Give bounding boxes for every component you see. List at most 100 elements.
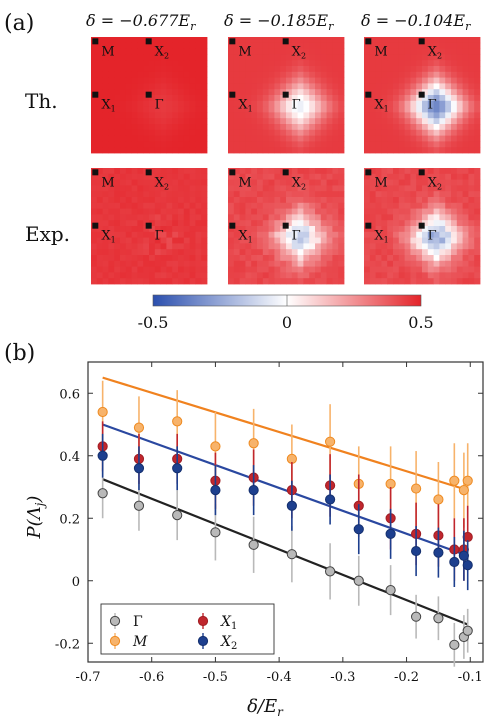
heatmap-cell	[268, 208, 275, 215]
legend-label: X2	[220, 634, 237, 652]
heatmap-cell	[108, 147, 115, 154]
heatmap-cell	[320, 191, 327, 198]
heatmap-cell	[160, 278, 167, 285]
heatmap-cell	[375, 106, 382, 113]
heatmap-cell	[178, 214, 185, 221]
heatmap-cell	[262, 179, 269, 186]
heatmap-cell	[201, 124, 208, 131]
heatmap-cell	[233, 48, 240, 55]
heatmap-cell	[381, 66, 388, 73]
heatmap-cell	[297, 100, 304, 107]
heatmap-cell	[451, 118, 458, 125]
heatmap-cell	[375, 168, 382, 175]
heatmap-cell	[120, 220, 127, 227]
heatmap-cell	[462, 147, 469, 154]
heatmap-cell	[102, 54, 109, 61]
heatmap-cell	[239, 141, 246, 148]
heatmap-cell	[245, 208, 252, 215]
heatmap-cell	[332, 95, 339, 102]
heatmap-cell	[96, 202, 103, 209]
heatmap-cell	[183, 243, 190, 250]
heatmap-cell	[462, 124, 469, 131]
heatmap-cell	[120, 129, 127, 136]
heatmap-cell	[245, 173, 252, 180]
heatmap-cell	[439, 112, 446, 119]
heatmap-cell	[468, 147, 475, 154]
data-point	[133, 463, 145, 474]
heatmap-cell	[125, 202, 132, 209]
heatmap-cell	[433, 191, 440, 198]
heatmap-cell	[375, 118, 382, 125]
heatmap-cell	[120, 260, 127, 267]
heatmap-cell	[228, 106, 235, 113]
heatmap-cell	[274, 197, 281, 204]
heatmap-cell	[96, 106, 103, 113]
heatmap-cell	[398, 168, 405, 175]
heatmap-cell	[326, 95, 333, 102]
heatmap-cell	[183, 278, 190, 285]
heatmap-cell	[262, 54, 269, 61]
heatmap-cell	[422, 272, 429, 279]
heatmap-cell	[160, 168, 167, 175]
heatmap-cell	[154, 77, 161, 84]
point-marker	[229, 91, 236, 98]
heatmap-cell	[102, 231, 109, 238]
heatmap-cell	[233, 168, 240, 175]
heatmap-cell	[315, 237, 322, 244]
heatmap-cell	[369, 124, 376, 131]
heatmap-cell	[474, 54, 481, 61]
heatmap-cell	[233, 135, 240, 142]
heatmap-cell	[239, 129, 246, 136]
heatmap-cell	[257, 83, 264, 90]
heatmap-cell	[416, 60, 423, 67]
heatmap-cell	[201, 231, 208, 238]
heatmap-cell	[228, 191, 235, 198]
heatmap-cell	[332, 260, 339, 267]
heatmap-cell	[154, 272, 161, 279]
heatmap-cell	[309, 243, 316, 250]
heatmap-cell	[178, 141, 185, 148]
heatmap-cell	[280, 83, 287, 90]
heatmap-cell	[137, 185, 144, 192]
heatmap-cell	[291, 106, 298, 113]
heatmap-cell	[280, 106, 287, 113]
point-label: X2	[155, 44, 169, 60]
heatmap-cell	[91, 260, 98, 267]
heatmap-cell	[332, 147, 339, 154]
heatmap-cell	[257, 48, 264, 55]
heatmap-cell	[102, 255, 109, 262]
heatmap-cell	[404, 237, 411, 244]
heatmap-cell	[404, 60, 411, 67]
heatmap-cell	[338, 278, 345, 285]
heatmap-cell	[114, 71, 121, 78]
heatmap-cell	[297, 89, 304, 96]
heatmap-cell	[154, 48, 161, 55]
heatmap-cell	[393, 226, 400, 233]
heatmap-cell	[245, 37, 252, 44]
heatmap-cell	[178, 129, 185, 136]
heatmap-cell	[387, 54, 394, 61]
heatmap-cell	[315, 141, 322, 148]
heatmap-cell	[410, 202, 417, 209]
heatmap-cell	[172, 173, 179, 180]
point-marker	[92, 91, 99, 98]
heatmap-cell	[233, 112, 240, 119]
heatmap-cell	[416, 231, 423, 238]
heatmap-cell	[189, 37, 196, 44]
heatmap-cell	[178, 243, 185, 250]
heatmap-cell	[228, 129, 235, 136]
heatmap-cell	[393, 54, 400, 61]
heatmap-cell	[315, 112, 322, 119]
data-point	[449, 556, 460, 568]
heatmap-cell	[137, 231, 144, 238]
heatmap-cell	[251, 71, 258, 78]
heatmap-cell	[102, 249, 109, 256]
heatmap-cell	[183, 118, 190, 125]
heatmap-cell	[375, 83, 382, 90]
heatmap-cell	[387, 226, 394, 233]
data-point	[248, 539, 259, 550]
heatmap-cell	[268, 141, 275, 148]
heatmap-cell	[228, 185, 235, 192]
heatmap-cell	[474, 255, 481, 262]
heatmap-cell	[154, 214, 161, 221]
